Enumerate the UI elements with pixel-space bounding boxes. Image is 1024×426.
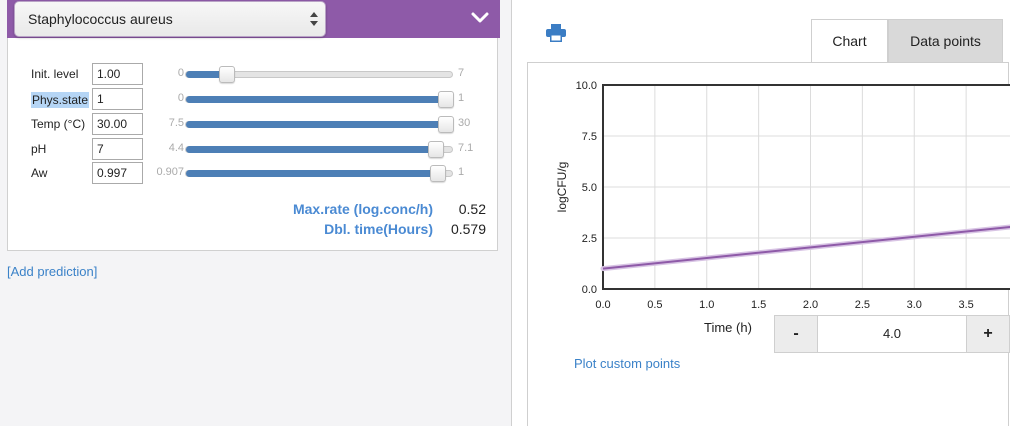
phys-state-input[interactable] [92,88,143,110]
slider-thumb[interactable] [430,165,446,182]
slider-thumb[interactable] [428,141,444,158]
slider-fill [186,71,227,78]
dbl-time-value: 0.579 [450,221,486,237]
slider-fill [186,96,446,103]
y-tick-label: 10.0 [576,80,597,92]
param-label-init-level: Init. level [31,67,79,81]
aw-input[interactable] [92,162,143,184]
temp-max: 30 [458,117,471,129]
temp-min: 7.5 [168,117,184,129]
add-prediction-link[interactable]: [Add prediction] [7,264,98,279]
print-icon[interactable] [546,24,566,42]
ph-max: 7.1 [458,142,474,154]
x-tick-label: 0.0 [595,299,610,311]
init-level-slider[interactable] [185,66,453,83]
ph-input[interactable] [92,138,143,160]
init-level-min: 0 [177,67,184,79]
slider-fill [186,170,438,177]
y-tick-label: 0.0 [582,284,597,296]
x-tick-label: 1.5 [751,299,766,311]
temp-slider[interactable] [185,116,454,133]
slider-thumb[interactable] [438,116,454,133]
time-value-field[interactable]: 4.0 [818,315,966,353]
tab-data-points[interactable]: Data points [888,19,1003,62]
param-label-phys-state: Phys.state [31,92,90,108]
time-label: Time (h) [704,320,752,335]
param-label-aw: Aw [31,166,48,180]
growth-chart: 0.00.51.01.52.02.53.03.54.00.02.55.07.51… [555,80,1010,311]
chart-panel: Chart Data points 0.0 0.5 1.0 1.5 2.0 2.5 3.0 3… [511,0,1024,426]
series-line [602,225,1010,270]
y-tick-label: 5.0 [582,182,597,194]
select-arrows-icon [310,12,318,26]
slider-fill [186,121,446,128]
organism-select[interactable]: Staphylococcus aureus [14,1,326,37]
y-axis-label: logCFU/g [555,162,569,213]
tab-chart[interactable]: Chart [811,19,888,62]
ph-slider[interactable] [185,141,453,158]
x-tick-label: 2.0 [803,299,818,311]
init-level-max: 7 [458,67,465,79]
y-tick-label: 2.5 [582,233,597,245]
x-tick-label: 0.5 [647,299,662,311]
plot-custom-points-link[interactable]: Plot custom points [574,356,681,371]
organism-select-value: Staphylococcus aureus [28,11,173,27]
max-rate-label: Max.rate (log.conc/h) [292,201,433,217]
x-tick-label: 1.0 [699,299,714,311]
param-label-temp: Temp (°C) [31,117,86,131]
param-label-ph: pH [31,142,47,156]
init-level-input[interactable] [92,63,143,85]
time-increment-button[interactable]: + [966,315,1010,353]
phys-state-max: 1 [458,92,465,104]
y-tick-label: 7.5 [582,131,597,143]
x-tick-label: 3.0 [907,299,922,311]
max-rate-value: 0.52 [458,201,486,217]
aw-slider[interactable] [185,165,453,182]
temp-input[interactable] [92,113,143,135]
plot-border [602,84,1010,290]
slider-fill [186,146,436,153]
x-tick-label: 3.5 [958,299,973,311]
time-decrement-button[interactable]: - [774,315,818,353]
aw-min: 0.907 [156,166,184,178]
phys-state-min: 0 [177,92,184,104]
ph-min: 4.4 [168,142,184,154]
x-tick-label: 2.5 [855,299,870,311]
dbl-time-label: Dbl. time(Hours) [324,221,433,237]
phys-state-slider[interactable] [185,91,454,108]
slider-thumb[interactable] [438,91,454,108]
slider-thumb[interactable] [219,66,235,83]
chevron-down-icon[interactable] [470,8,490,28]
panel-header: Staphylococcus aureus [7,0,500,38]
aw-max: 1 [458,166,465,178]
chart-container: 0.0 0.5 1.0 1.5 2.0 2.5 3.0 3.5 4.0 0.0 2.5 5.0 7.5 1… [527,62,1010,426]
prediction-panel: Staphylococcus aureus Init. level 0 7 Ph… [7,0,500,251]
